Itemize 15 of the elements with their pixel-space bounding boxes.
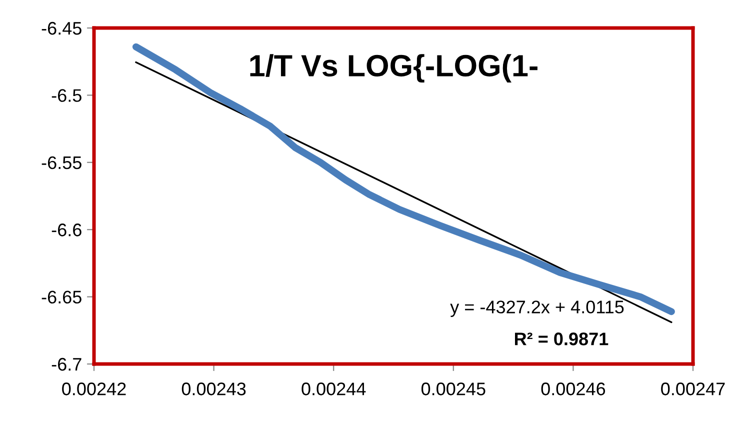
y-tick-label: -6.45: [42, 22, 82, 35]
text: 1/T Vs LOG{-LOG(1-: [250, 54, 538, 83]
y-tick-label: -6.7: [52, 358, 82, 371]
y-tick-label: -6.55: [42, 156, 82, 170]
x-tick-label: 0.00243: [182, 382, 246, 396]
x-tick-label: 0.00247: [661, 382, 725, 396]
y-tick-label: -6.65: [42, 290, 82, 304]
annotation: R² = 0.9871: [515, 332, 608, 346]
y-tick-label: -6.5: [52, 89, 82, 102]
x-tick-label: 0.00246: [541, 382, 606, 396]
x-tick-label: 0.00245: [421, 382, 486, 396]
x-tick-label: 0.00242: [62, 382, 126, 396]
x-tick-label: 0.00244: [302, 382, 366, 396]
y-tick-label: -6.6: [52, 224, 82, 236]
annotation: y = -4327.2x + 4.0115: [450, 300, 624, 317]
